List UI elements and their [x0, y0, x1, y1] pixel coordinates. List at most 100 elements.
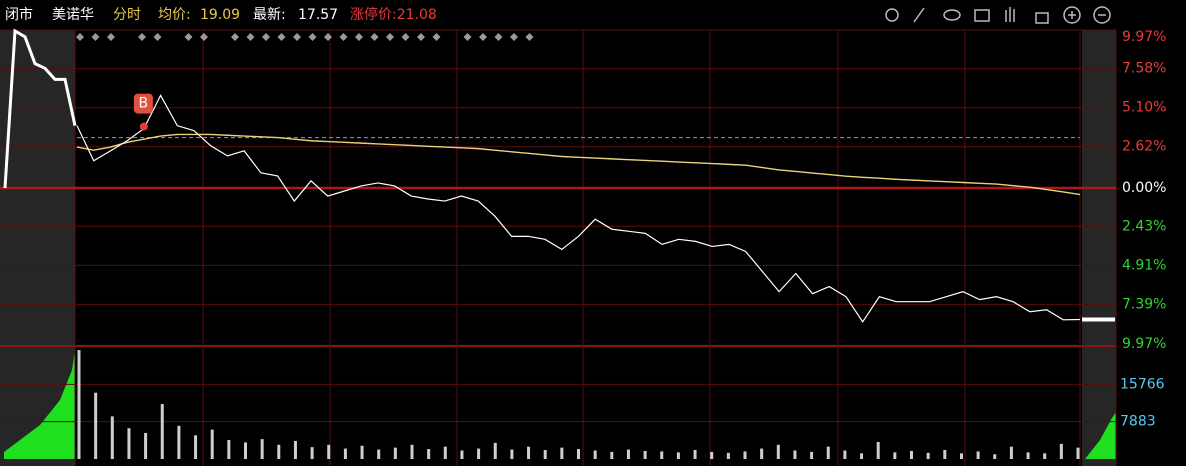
volume-bar [726, 452, 730, 459]
event-diamond [293, 33, 301, 41]
event-diamond [277, 33, 286, 41]
volume-bar [926, 452, 930, 459]
event-diamond [200, 33, 208, 41]
y-tick-label: 2.62% [1122, 139, 1166, 155]
volume-bar [493, 442, 497, 459]
volume-bar [527, 446, 531, 459]
event-diamond [262, 33, 270, 41]
volume-bar [577, 449, 580, 459]
volume-bar [1059, 443, 1063, 459]
volume-bar [343, 448, 347, 459]
y-tick-label: 9.97% [1122, 29, 1166, 45]
pre-auction-panel [0, 30, 75, 466]
event-diamond [184, 33, 193, 41]
y-tick-label: 7.58% [1122, 61, 1166, 77]
event-diamond [339, 33, 348, 41]
volume-bar [443, 446, 447, 459]
volume-bar [660, 451, 664, 459]
volume-bar [893, 452, 897, 459]
event-diamond [153, 33, 162, 41]
volume-bar [993, 454, 997, 459]
volume-bar [477, 448, 481, 459]
event-diamond [91, 33, 100, 41]
volume-bar [327, 444, 331, 459]
volume-bar [959, 453, 963, 459]
event-diamond [386, 33, 394, 41]
volume-bar [943, 450, 947, 459]
mode[interactable]: 分时 [113, 7, 141, 23]
volume-bar [610, 451, 614, 459]
event-diamond [510, 33, 518, 41]
volume-bar [760, 448, 764, 459]
volume-bar [94, 392, 98, 459]
volume-bar [843, 450, 847, 459]
last-label: 最新: [253, 7, 286, 23]
volume-bar [210, 429, 214, 459]
auction-line [3, 28, 77, 189]
volume-bar [360, 445, 364, 459]
volume-bar [1009, 446, 1013, 459]
settings-icon[interactable] [885, 8, 899, 22]
volume-bar [227, 440, 231, 459]
y-tick-label: 9.97% [1122, 336, 1166, 352]
hand-icon[interactable] [1005, 7, 1015, 22]
volume-bar [393, 447, 397, 459]
volume-bar [1076, 447, 1080, 459]
avg-label: 均价: [158, 7, 191, 23]
volume-bar [244, 442, 247, 459]
y-tick-label: 15766 [1120, 376, 1165, 392]
volume-bar [743, 451, 747, 459]
volume-bar [826, 446, 830, 459]
volume-bar [160, 404, 164, 459]
auction-volume [4, 350, 75, 459]
volume-bar [260, 439, 264, 459]
event-diamond [494, 33, 503, 41]
y-tick-label: 5.10% [1122, 100, 1166, 116]
volume-bar [510, 449, 514, 459]
box-icon[interactable] [974, 9, 990, 22]
limit-price: 涨停价:21.08 [350, 6, 437, 23]
event-diamond [107, 33, 115, 41]
volume-bar [560, 447, 564, 459]
volume-bar [110, 416, 114, 459]
volume-bar [77, 350, 81, 459]
volume-bar [710, 451, 714, 459]
volume-bar [144, 432, 148, 459]
volume-bar [1026, 452, 1030, 459]
volume-bar [693, 450, 697, 459]
status: 闭市 [5, 6, 33, 23]
volume-bar [194, 435, 198, 459]
view-icon[interactable] [943, 9, 961, 21]
event-diamond [401, 33, 410, 41]
volume-bar [810, 451, 814, 459]
volume-bar [460, 450, 464, 459]
event-diamond [355, 33, 363, 41]
y-tick-label: 7883 [1120, 414, 1156, 430]
zoom-in-icon[interactable] [1063, 6, 1081, 24]
buy-point [139, 122, 148, 131]
y-tick-label: 0.00% [1122, 180, 1166, 196]
volume-bar [543, 450, 547, 459]
zoom-out-icon[interactable] [1093, 6, 1111, 24]
stock-name[interactable]: 美诺华 [52, 7, 94, 23]
event-diamond [138, 33, 146, 41]
draw-icon[interactable] [913, 7, 925, 23]
series-line [76, 94, 1081, 323]
volume-bar [293, 441, 297, 459]
zoom-in-glyph [1068, 11, 1076, 19]
event-diamond [324, 33, 332, 41]
lock-icon[interactable] [1035, 12, 1049, 24]
buy-badge [133, 93, 153, 114]
buy-badge-label: B [139, 96, 149, 112]
event-diamond [417, 33, 425, 41]
volume-bar [776, 444, 780, 459]
volume-bar [427, 449, 431, 459]
volume-bar [277, 444, 281, 459]
volume-bar [1043, 453, 1047, 459]
y-tick-label: 4.91% [1122, 257, 1166, 273]
series-line [76, 133, 1081, 196]
volume-bar [626, 449, 630, 459]
event-diamond [76, 33, 84, 41]
